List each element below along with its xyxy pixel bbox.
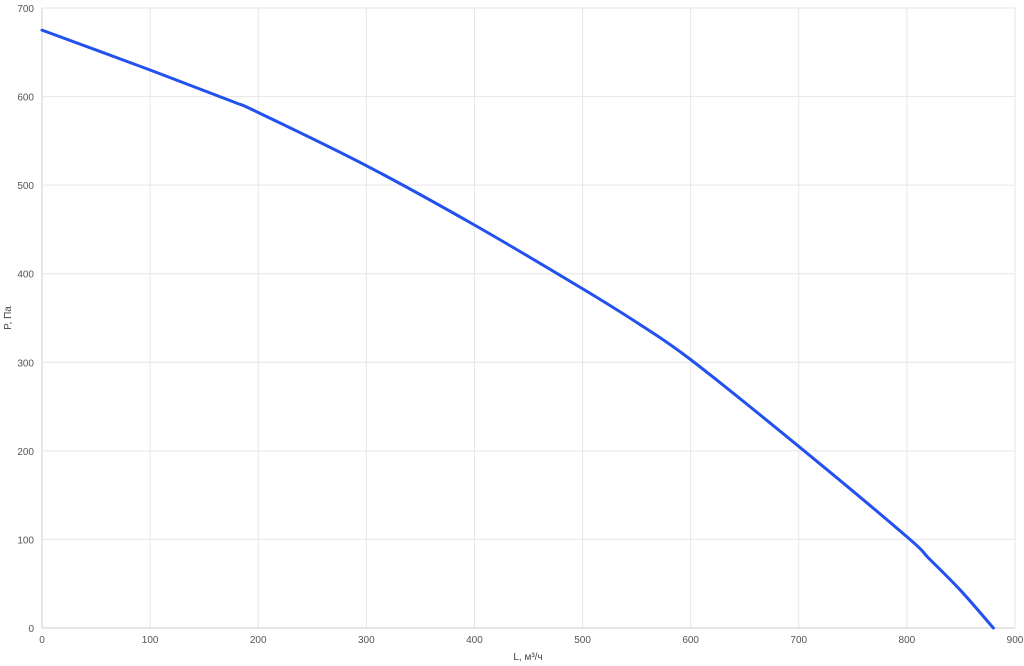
y-tick-label: 300 — [17, 358, 34, 369]
x-tick-label: 700 — [790, 635, 807, 646]
y-tick-label: 500 — [17, 181, 34, 192]
x-tick-label: 800 — [899, 635, 916, 646]
y-tick-label: 400 — [17, 270, 34, 281]
x-tick-label: 0 — [39, 635, 45, 646]
y-axis-label: P, Па — [3, 306, 14, 330]
x-tick-label: 400 — [466, 635, 483, 646]
series-line — [40, 28, 995, 630]
grid — [41, 7, 1016, 629]
x-tick-label: 300 — [358, 635, 375, 646]
y-tick-label: 700 — [17, 4, 34, 15]
x-tick-label: 100 — [142, 635, 159, 646]
x-tick-label: 500 — [574, 635, 591, 646]
y-tick-label: 200 — [17, 447, 34, 458]
x-axis-label: L, м³/ч — [513, 652, 542, 663]
y-tick-label: 0 — [28, 624, 34, 635]
x-tick-label: 200 — [250, 635, 267, 646]
x-tick-label: 900 — [1007, 635, 1024, 646]
y-tick-label: 100 — [17, 535, 34, 546]
y-tick-label: 600 — [17, 93, 34, 104]
series — [40, 28, 995, 630]
x-tick-label: 600 — [682, 635, 699, 646]
tick-labels: 0 100 200 300 400 500 600 700 800 900 0 100 200 300 40… — [17, 4, 1023, 646]
